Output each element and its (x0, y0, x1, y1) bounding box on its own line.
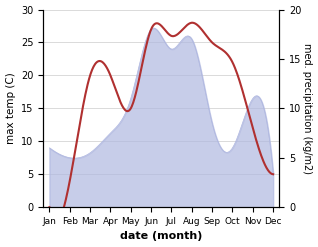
Y-axis label: med. precipitation (kg/m2): med. precipitation (kg/m2) (302, 43, 313, 174)
X-axis label: date (month): date (month) (120, 231, 203, 242)
Y-axis label: max temp (C): max temp (C) (5, 72, 16, 144)
